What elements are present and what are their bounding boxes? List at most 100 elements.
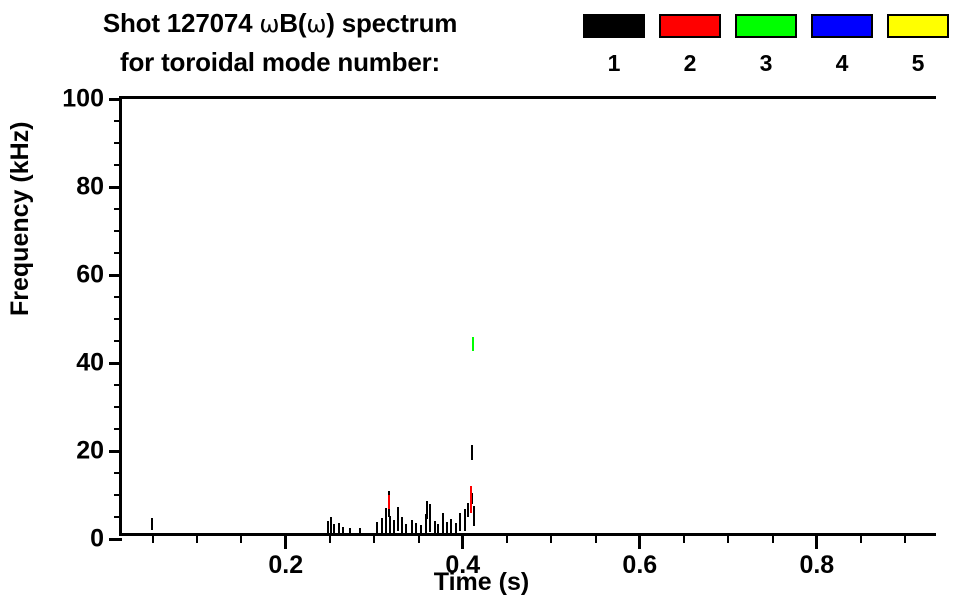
y-tick-minor <box>114 164 122 166</box>
legend-swatch-2 <box>659 14 721 38</box>
y-tick-minor <box>114 318 122 320</box>
y-tick-minor <box>114 494 122 496</box>
y-tick-minor <box>114 120 122 122</box>
legend-label-5: 5 <box>911 50 925 76</box>
y-tick-major <box>109 97 122 101</box>
data-mark-mode-1 <box>473 506 476 526</box>
data-mark-mode-1 <box>467 503 470 518</box>
data-mark-mode-1 <box>450 518 453 533</box>
data-mark-mode-1 <box>384 507 387 533</box>
data-mark-mode-1 <box>437 523 440 533</box>
data-mark-mode-1 <box>429 504 432 532</box>
data-mark-mode-1 <box>420 525 423 533</box>
data-mark-mode-1 <box>459 513 462 532</box>
y-tick-minor <box>114 406 122 408</box>
y-tick-label: 40 <box>76 348 104 377</box>
title-line-2: for toroidal mode number: <box>119 47 440 77</box>
y-tick-major <box>109 449 122 453</box>
y-tick-minor <box>114 340 122 342</box>
data-mark-mode-1 <box>414 522 417 533</box>
legend-swatch-4 <box>811 14 873 38</box>
x-tick-minor <box>506 533 509 543</box>
data-mark-mode-1 <box>359 527 362 533</box>
data-mark-mode-1 <box>332 523 335 533</box>
legend-swatch-5 <box>887 14 949 38</box>
data-mark-mode-1 <box>397 506 400 531</box>
x-tick-minor <box>196 533 199 543</box>
x-tick-major <box>815 533 819 549</box>
legend-item-5[interactable]: 5 <box>887 14 949 76</box>
legend-item-1[interactable]: 1 <box>583 14 645 76</box>
y-tick-minor <box>114 296 122 298</box>
x-tick-minor <box>771 533 774 543</box>
x-tick-major <box>638 533 642 549</box>
omega-symbol-1: ω <box>259 10 280 38</box>
y-tick-label: 20 <box>76 436 104 465</box>
y-tick-minor <box>114 428 122 430</box>
x-tick-label: 0.8 <box>799 551 835 579</box>
y-tick-label: 60 <box>76 260 104 289</box>
x-tick-minor <box>683 533 686 543</box>
y-tick-minor <box>114 472 122 474</box>
y-tick-label: 80 <box>76 172 104 201</box>
legend-item-3[interactable]: 3 <box>735 14 797 76</box>
legend-label-1: 1 <box>607 50 621 76</box>
y-tick-label: 0 <box>90 524 104 553</box>
title-line-1: Shot 127074 ωB(ω) spectrum <box>0 4 560 43</box>
y-tick-major <box>109 185 122 189</box>
chart-title: Shot 127074 ωB(ω) spectrum for toroidal … <box>0 4 560 81</box>
x-tick-major <box>461 533 465 549</box>
data-mark-mode-1 <box>470 445 473 461</box>
legend-swatch-3 <box>735 14 797 38</box>
y-tick-minor <box>114 252 122 254</box>
data-mark-mode-1 <box>445 521 448 533</box>
data-mark-mode-1 <box>410 519 413 533</box>
y-tick-minor <box>114 384 122 386</box>
x-tick-label: 0.6 <box>622 551 658 579</box>
y-tick-minor <box>114 142 122 144</box>
legend-label-4: 4 <box>835 50 849 76</box>
y-tick-minor <box>114 208 122 210</box>
data-mark-mode-1 <box>381 517 384 533</box>
data-mark-mode-1 <box>425 501 428 519</box>
title-prefix: Shot 127074 <box>102 8 260 38</box>
y-tick-major <box>109 361 122 365</box>
x-tick-major <box>284 533 288 549</box>
data-mark-mode-1 <box>433 520 436 533</box>
y-tick-minor <box>114 230 122 232</box>
x-tick-minor <box>373 533 376 543</box>
plot-data-area <box>122 99 936 533</box>
data-mark-mode-1 <box>389 515 392 533</box>
y-tick-label: 100 <box>62 84 104 113</box>
data-mark-mode-2 <box>388 495 391 509</box>
x-tick-minor <box>904 533 907 543</box>
x-tick-minor <box>151 533 154 543</box>
legend-item-2[interactable]: 2 <box>659 14 721 76</box>
legend-label-2: 2 <box>683 50 697 76</box>
x-tick-minor <box>860 533 863 543</box>
x-tick-minor <box>727 533 730 543</box>
x-tick-minor <box>550 533 553 543</box>
legend: 1 2 3 4 5 <box>583 14 949 84</box>
data-mark-mode-1 <box>337 522 340 533</box>
x-tick-minor <box>594 533 597 543</box>
plot-frame: 0 20 40 60 80 100 0.2 0.4 0.6 0.8 <box>62 85 936 579</box>
data-mark-mode-1 <box>424 514 427 533</box>
data-mark-mode-1 <box>400 517 403 533</box>
y-axis-title: Frequency (kHz) <box>6 121 34 316</box>
x-axis-title: Time (s) <box>433 568 530 596</box>
data-mark-mode-1 <box>463 508 466 531</box>
data-mark-mode-1 <box>327 520 330 533</box>
b-symbol: B( <box>279 8 307 38</box>
legend-item-4[interactable]: 4 <box>811 14 873 76</box>
title-suffix: ) spectrum <box>326 8 458 38</box>
data-mark-mode-2 <box>469 486 472 513</box>
x-tick-label: 0.2 <box>268 551 304 579</box>
data-mark-mode-1 <box>341 526 344 533</box>
data-mark-mode-1 <box>392 519 395 533</box>
data-mark-mode-1 <box>454 522 457 533</box>
x-tick-minor <box>329 533 331 543</box>
y-tick-major <box>109 273 122 277</box>
x-tick-label: 0.4 <box>445 551 481 579</box>
